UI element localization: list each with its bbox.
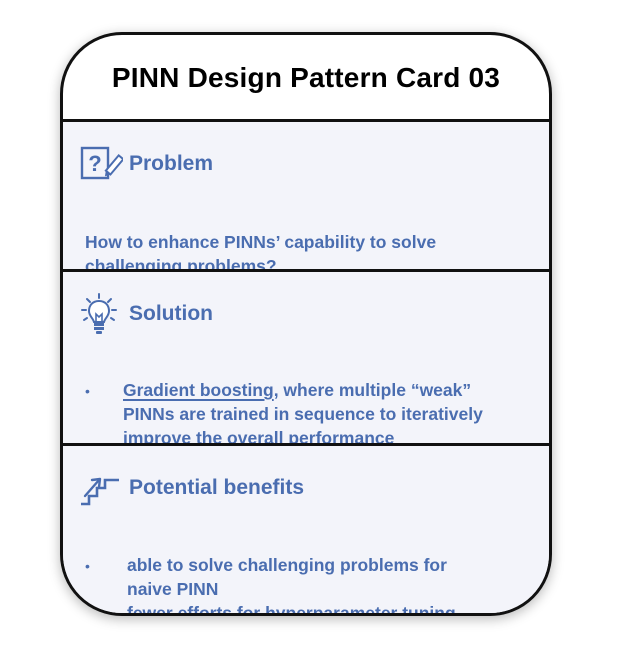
benefits-heading: Potential benefits <box>129 476 305 499</box>
problem-section: ? Problem How to enhance PINNs’ capabili… <box>63 122 549 276</box>
bullet-marker: • <box>85 383 90 399</box>
solution-heading-row: Solution <box>79 292 213 336</box>
question-edit-icon: ? <box>79 142 125 186</box>
benefit-item-1-line-2: naive PINN <box>127 579 219 599</box>
stairs-arrow-icon <box>79 466 123 510</box>
gradient-boosting-highlight: Gradient boosting <box>123 380 274 400</box>
solution-line-2: PINNs are trained in sequence to iterati… <box>123 404 483 424</box>
card-header: PINN Design Pattern Card 03 <box>63 35 549 119</box>
benefits-section: Potential benefits • able to solve chall… <box>63 446 549 616</box>
benefit-item-1-line-1: able to solve challenging problems for <box>127 555 447 575</box>
solution-divider <box>63 443 549 446</box>
problem-heading: Problem <box>129 152 214 175</box>
benefit-item-2: • fewer efforts for hyperparameter tunin… <box>85 601 456 616</box>
benefit-item-1: • able to solve challenging problems for… <box>85 553 447 601</box>
solution-line-1-rest: , where multiple “weak” <box>273 380 472 400</box>
bullet-marker: • <box>85 606 90 616</box>
problem-heading-row: ? Problem <box>79 142 213 186</box>
benefits-heading-row: Potential benefits <box>79 466 304 510</box>
card-title: PINN Design Pattern Card 03 <box>111 62 501 93</box>
solution-section: Solution • Gradient boosting, where mult… <box>63 272 549 448</box>
problem-divider <box>63 269 549 272</box>
lightbulb-icon <box>79 292 123 336</box>
solution-bullet-text: Gradient boosting, where multiple “weak”… <box>123 378 483 450</box>
solution-heading: Solution <box>129 302 213 325</box>
solution-line-1: Gradient boosting, where multiple “weak” <box>123 378 483 402</box>
benefit-item-1-text: able to solve challenging problems for n… <box>127 553 447 601</box>
bullet-marker: • <box>85 558 90 574</box>
problem-text-line-1: How to enhance PINNs’ capability to solv… <box>85 232 437 252</box>
solution-bullet-item: • Gradient boosting, where multiple “wea… <box>85 378 483 450</box>
benefit-item-2-text: fewer efforts for hyperparameter tuning <box>127 603 456 616</box>
design-pattern-card: PINN Design Pattern Card 03 ? Problem <box>60 32 552 616</box>
svg-text:?: ? <box>88 151 101 176</box>
header-divider <box>63 119 549 122</box>
